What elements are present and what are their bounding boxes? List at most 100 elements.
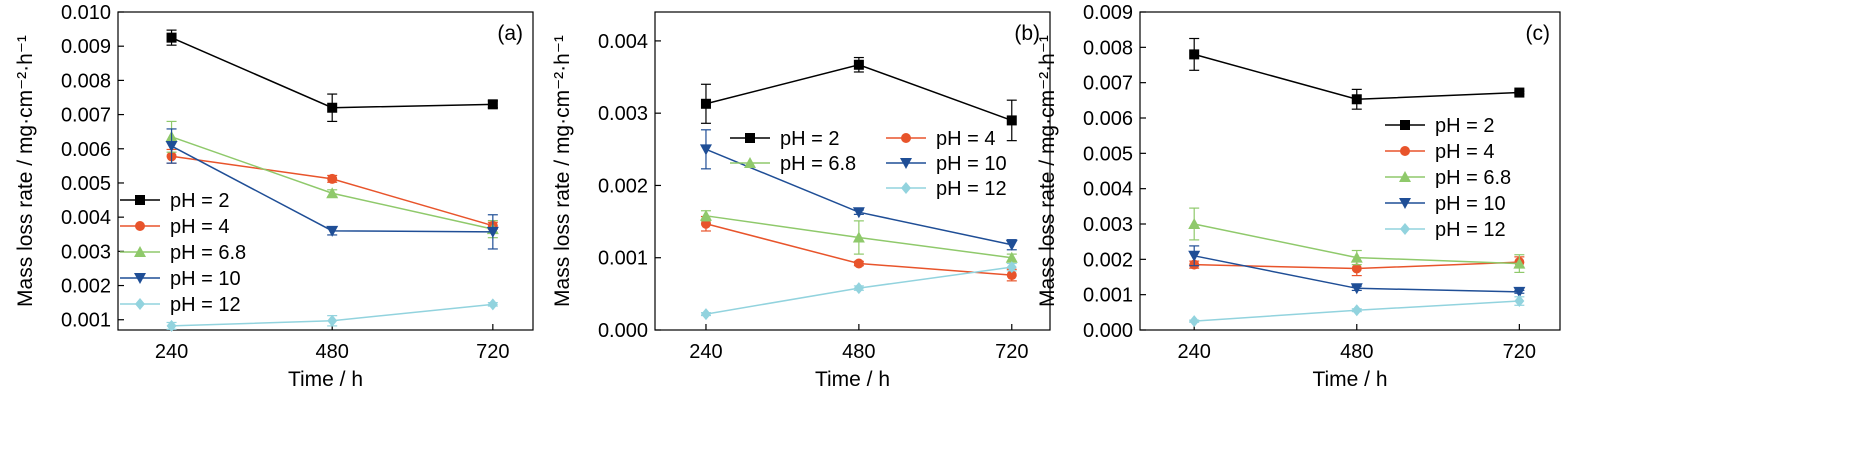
legend-item: pH = 6.8 <box>120 242 246 264</box>
data-point <box>487 298 498 311</box>
data-point <box>327 314 338 327</box>
y-tick-label: 0.009 <box>1083 2 1133 24</box>
x-tick-label: 480 <box>842 341 875 363</box>
y-axis-title: Mass loss rate / mg·cm⁻²·h⁻¹ <box>551 35 574 307</box>
legend: pH = 2 pH = 4 pH = 6.8 pH = 10 pH = 12 <box>730 128 1007 200</box>
data-point <box>1188 218 1201 229</box>
series-3 <box>699 129 1018 251</box>
x-tick-label: 240 <box>689 341 722 363</box>
y-tick-label: 0.002 <box>598 175 648 197</box>
y-tick-label: 0.005 <box>1083 143 1133 165</box>
x-tick-label: 240 <box>155 341 188 363</box>
legend-label: pH = 10 <box>936 153 1007 175</box>
series-3 <box>165 128 499 250</box>
y-tick-label: 0.002 <box>61 276 111 298</box>
plot-frame <box>1139 11 1561 331</box>
legend-item: pH = 4 <box>120 216 229 238</box>
y-tick-label: 0.010 <box>61 2 111 24</box>
data-point <box>699 144 712 156</box>
data-point <box>1513 286 1526 298</box>
y-tick-label: 0.002 <box>1083 249 1133 271</box>
y-tick-label: 0.001 <box>61 310 111 332</box>
legend-label: pH = 12 <box>936 178 1007 200</box>
data-point <box>852 231 865 243</box>
data-point <box>1351 94 1362 105</box>
legend-label: pH = 6.8 <box>170 242 246 264</box>
data-point <box>1006 261 1017 274</box>
legend-marker <box>134 246 146 257</box>
chart-panel-1: 0.000 0.001 0.002 0.003 0.004 240 480 720 Time /… <box>551 11 1051 391</box>
chart-panel-0: 0.001 0.002 0.003 0.004 0.005 0.006 0.007 0.008… <box>14 2 534 391</box>
legend-marker <box>1400 146 1410 156</box>
x-tick-label: 720 <box>995 341 1028 363</box>
y-tick-label: 0.001 <box>1083 285 1133 307</box>
y-tick-label: 0.001 <box>598 248 648 270</box>
y-axis-title: Mass loss rate / mg·cm⁻²·h⁻¹ <box>1036 35 1059 307</box>
data-point <box>1005 239 1018 251</box>
series-line <box>705 63 1013 122</box>
plot-frame <box>654 11 1051 331</box>
data-point <box>1514 87 1525 98</box>
legend-label: pH = 10 <box>170 268 241 290</box>
y-tick-label: 0.004 <box>598 31 648 53</box>
legend-marker <box>1400 223 1410 235</box>
plot-frame <box>117 11 534 331</box>
legend-marker <box>135 195 145 205</box>
x-tick-label: 480 <box>1340 341 1373 363</box>
data-point <box>486 226 499 238</box>
legend-item: pH = 10 <box>886 153 1007 175</box>
legend-item: pH = 10 <box>120 268 241 290</box>
data-point <box>853 258 864 269</box>
y-tick-label: 0.005 <box>61 173 111 195</box>
data-point <box>327 102 338 113</box>
legend-item: pH = 12 <box>1385 219 1506 241</box>
legend-marker <box>901 182 911 194</box>
y-tick-label: 0.006 <box>61 139 111 161</box>
y-tick-label: 0.003 <box>61 241 111 263</box>
legend-marker <box>1400 120 1410 130</box>
series-3 <box>1188 245 1526 298</box>
y-axis-title: Mass loss rate / mg·cm⁻²·h⁻¹ <box>14 35 37 307</box>
series-4 <box>166 298 498 332</box>
y-tick-label: 0.007 <box>61 105 111 127</box>
data-point <box>853 59 864 70</box>
y-tick-label: 0.006 <box>1083 108 1133 130</box>
data-point <box>1188 250 1201 262</box>
legend-label: pH = 6.8 <box>780 153 856 175</box>
data-point <box>1513 257 1526 269</box>
data-point <box>326 187 339 199</box>
y-tick-label: 0.009 <box>61 36 111 58</box>
series-0 <box>700 56 1017 142</box>
panel-label: (c) <box>1526 22 1551 45</box>
legend-item: pH = 4 <box>886 128 995 150</box>
legend-label: pH = 4 <box>170 216 229 238</box>
series-4 <box>1189 295 1525 328</box>
legend-item: pH = 12 <box>886 178 1007 200</box>
data-point <box>1351 304 1362 317</box>
legend-marker <box>1399 171 1411 182</box>
legend-marker <box>134 273 146 284</box>
legend-label: pH = 12 <box>170 294 241 316</box>
y-tick-label: 0.003 <box>598 103 648 125</box>
data-point <box>1005 251 1018 263</box>
y-tick-label: 0.008 <box>61 70 111 92</box>
legend-item: pH = 2 <box>1385 115 1494 137</box>
series-2 <box>1188 207 1526 274</box>
y-tick-label: 0.000 <box>1083 320 1133 342</box>
data-point <box>852 207 865 219</box>
chart-panel-2: 0.000 0.001 0.002 0.003 0.004 0.005 0.006 0.007… <box>1036 2 1561 391</box>
x-tick-label: 480 <box>316 341 349 363</box>
legend-label: pH = 4 <box>1435 141 1494 163</box>
legend-item: pH = 10 <box>1385 193 1506 215</box>
legend-item: pH = 6.8 <box>730 153 856 175</box>
legend-marker <box>900 158 912 169</box>
legend: pH = 2 pH = 4 pH = 6.8 pH = 10 pH = 12 <box>120 190 246 316</box>
data-point <box>166 32 177 43</box>
y-tick-label: 0.003 <box>1083 214 1133 236</box>
x-axis-title: Time / h <box>288 368 363 391</box>
data-point <box>1189 315 1200 328</box>
legend-marker <box>901 133 911 143</box>
legend-marker <box>135 221 145 231</box>
y-tick-label: 0.004 <box>1083 179 1133 201</box>
